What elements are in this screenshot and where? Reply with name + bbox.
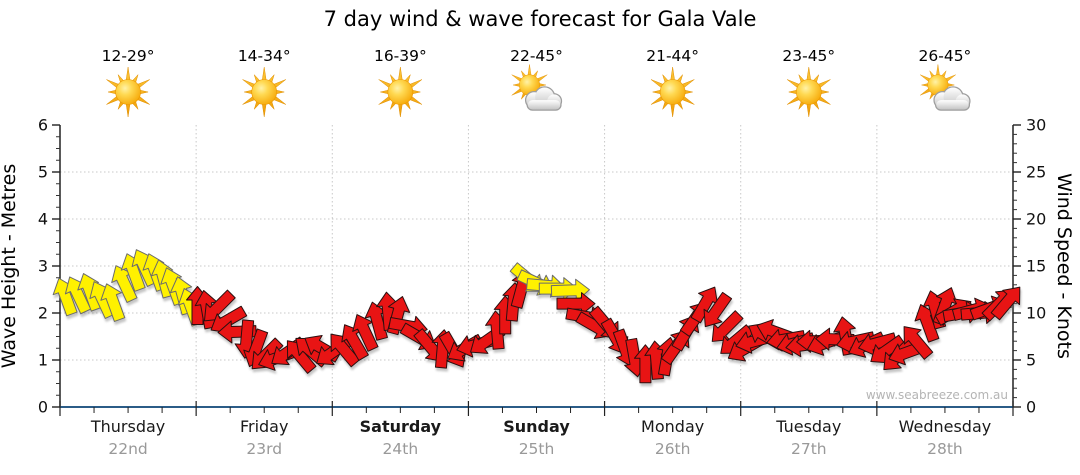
sun-icon bbox=[106, 66, 150, 118]
sun-icon bbox=[786, 66, 831, 118]
day-temp-range: 12-29° bbox=[102, 47, 155, 65]
day-column: 16-39° Saturday 24th bbox=[360, 47, 442, 458]
day-column: 14-34° Friday 23rd bbox=[238, 47, 291, 458]
day-name-label: Monday bbox=[641, 417, 704, 436]
cloud-icon bbox=[933, 86, 971, 111]
day-name-label: Saturday bbox=[360, 417, 442, 436]
sun-core bbox=[251, 79, 278, 105]
sun-icon bbox=[378, 66, 423, 118]
weather-icon-sunny bbox=[650, 66, 695, 118]
right-tick-label: 0 bbox=[1026, 398, 1036, 417]
cloud-body bbox=[936, 100, 969, 110]
sun-core bbox=[795, 79, 822, 105]
day-column: 26-45° Wednesday 28th bbox=[899, 47, 992, 458]
right-tick-label: 10 bbox=[1026, 304, 1046, 323]
cloud-icon bbox=[524, 86, 563, 111]
day-date-label: 27th bbox=[791, 440, 827, 458]
day-date-label: 24th bbox=[383, 440, 419, 458]
weather-icon-sunny bbox=[242, 66, 287, 118]
weather-icon-sunny bbox=[786, 66, 831, 118]
day-name-label: Sunday bbox=[503, 417, 570, 436]
left-tick-label: 0 bbox=[38, 398, 48, 417]
right-tick-label: 20 bbox=[1026, 210, 1046, 229]
day-date-label: 23rd bbox=[246, 440, 282, 458]
day-headers: 12-29° Thursday 22nd 14-34° Friday 23rd 16-39°… bbox=[90, 47, 991, 458]
axes: 0 1 2 3 4 5 6 0 5 10 15 20 25 30 bbox=[38, 116, 1047, 417]
sun-core bbox=[659, 79, 686, 105]
day-date-label: 22nd bbox=[108, 440, 147, 458]
right-tick-label: 5 bbox=[1026, 351, 1036, 370]
sun-core bbox=[387, 79, 414, 105]
wind-arrows bbox=[52, 249, 1021, 384]
left-axis-title: Wave Height - Metres bbox=[0, 164, 20, 368]
watermark: www.seabreeze.com.au bbox=[866, 388, 1008, 402]
chart-title: 7 day wind & wave forecast for Gala Vale bbox=[324, 7, 757, 31]
day-date-label: 25th bbox=[519, 440, 555, 458]
weather-icon-sunny bbox=[106, 66, 150, 118]
left-tick-label: 4 bbox=[38, 210, 48, 229]
right-tick-label: 25 bbox=[1026, 163, 1046, 182]
left-tick-label: 3 bbox=[38, 257, 48, 276]
right-axis-title: Wind Speed - Knots bbox=[1053, 173, 1075, 359]
left-tick-label: 5 bbox=[38, 163, 48, 182]
wind-arrow bbox=[990, 286, 1021, 321]
gridlines bbox=[60, 125, 1013, 407]
day-column: 22-45° Sunday 25th bbox=[503, 47, 570, 458]
wind-arrow bbox=[703, 291, 733, 328]
day-name-label: Thursday bbox=[90, 417, 165, 436]
sun-icon bbox=[650, 66, 695, 118]
cloud-body bbox=[527, 100, 561, 110]
weather-icon-partly-cloudy bbox=[920, 64, 971, 111]
left-tick-label: 1 bbox=[38, 351, 48, 370]
day-column: 12-29° Thursday 22nd bbox=[90, 47, 165, 458]
sun-icon bbox=[242, 66, 287, 118]
left-tick-label: 2 bbox=[38, 304, 48, 323]
day-column: 23-45° Tuesday 27th bbox=[775, 47, 841, 458]
right-tick-label: 30 bbox=[1026, 116, 1046, 135]
day-date-label: 28th bbox=[927, 440, 963, 458]
day-date-label: 26th bbox=[655, 440, 691, 458]
day-temp-range: 21-44° bbox=[646, 47, 699, 65]
day-temp-range: 14-34° bbox=[238, 47, 291, 65]
weather-icon-sunny bbox=[378, 66, 423, 118]
wind-arrow bbox=[100, 283, 126, 322]
day-temp-range: 22-45° bbox=[510, 47, 563, 65]
day-name-label: Tuesday bbox=[775, 417, 841, 436]
left-tick-label: 6 bbox=[38, 116, 48, 135]
day-column: 21-44° Monday 26th bbox=[641, 47, 704, 458]
weather-icon-partly-cloudy bbox=[511, 64, 563, 111]
day-temp-range: 26-45° bbox=[919, 47, 972, 65]
day-name-label: Friday bbox=[240, 417, 289, 436]
sun-core bbox=[115, 79, 141, 105]
right-tick-label: 15 bbox=[1026, 257, 1046, 276]
wind-arrow bbox=[903, 326, 934, 360]
day-temp-range: 23-45° bbox=[782, 47, 835, 65]
day-temp-range: 16-39° bbox=[374, 47, 427, 65]
day-name-label: Wednesday bbox=[899, 417, 992, 436]
